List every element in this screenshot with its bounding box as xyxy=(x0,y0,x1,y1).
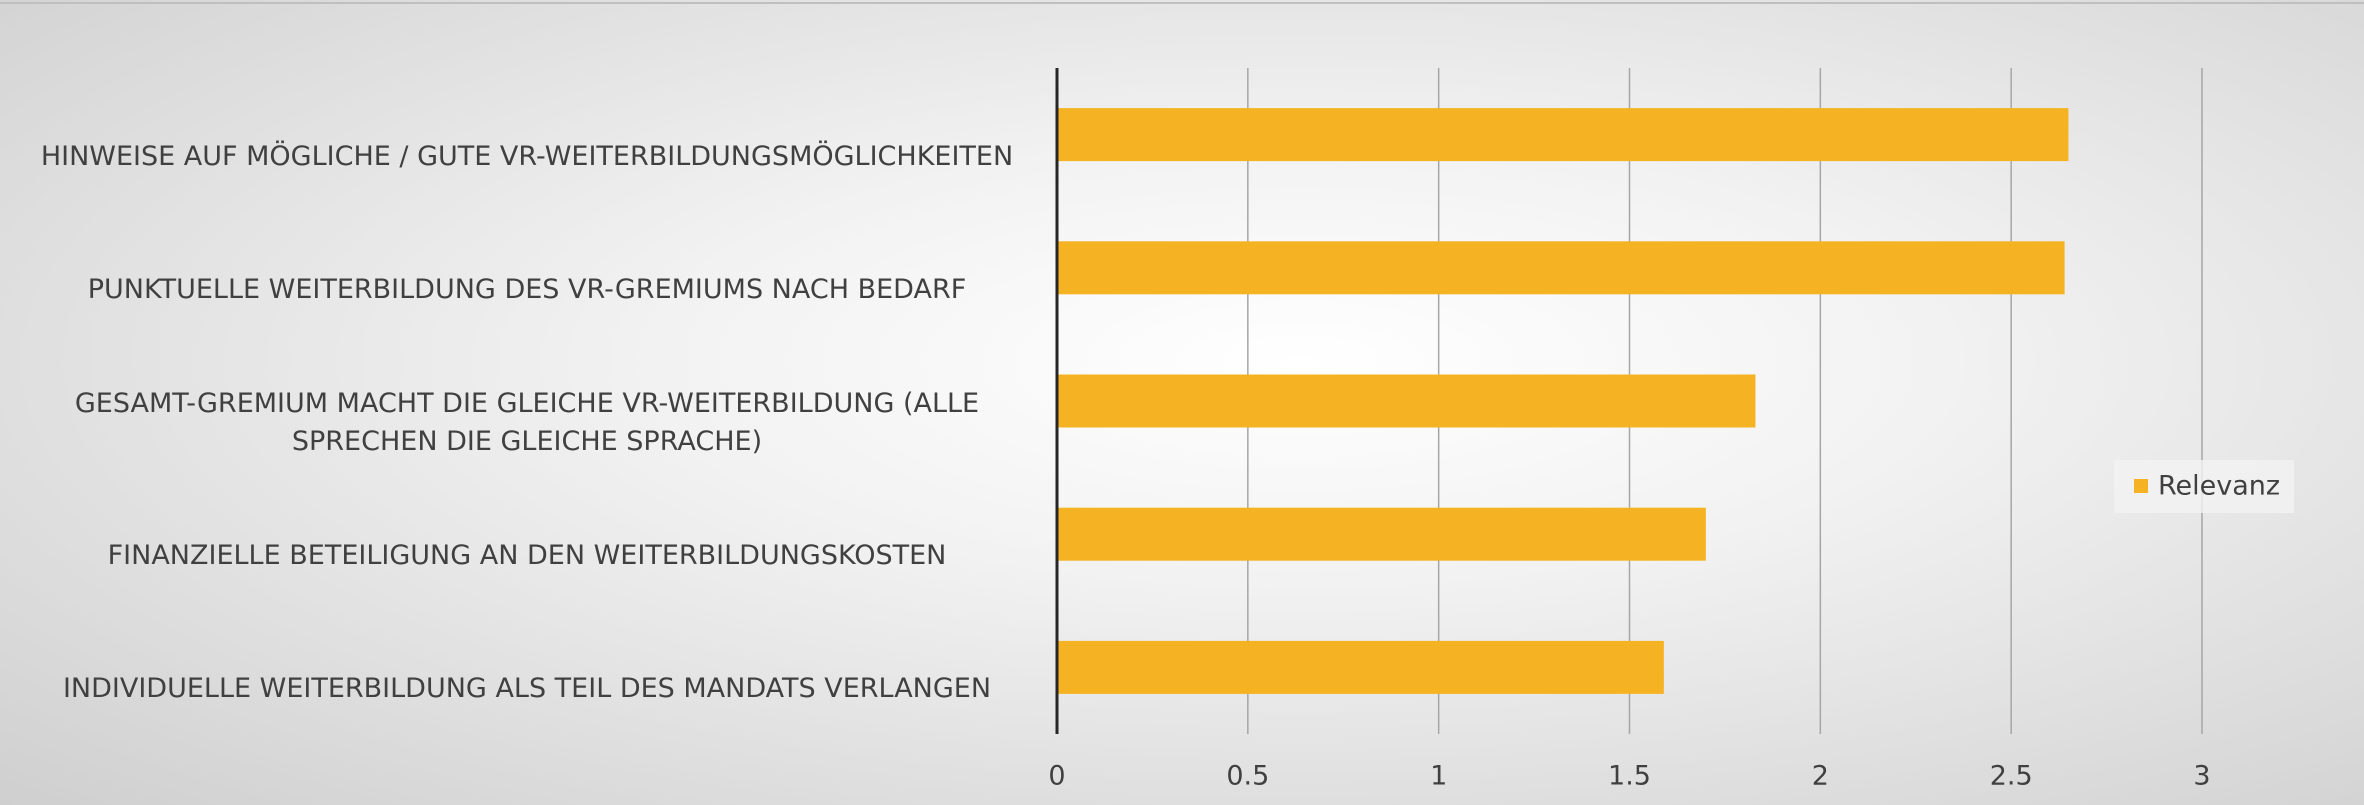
bar xyxy=(1057,374,1756,428)
x-tick-label: 0.5 xyxy=(1226,761,1269,792)
bar xyxy=(1057,507,1706,561)
legend-label: Relevanz xyxy=(2158,471,2280,502)
x-tick-label: 1.5 xyxy=(1608,761,1651,792)
bar xyxy=(1057,640,1664,694)
bar xyxy=(1057,241,2065,295)
x-tick-label: 2 xyxy=(1812,761,1829,792)
y-tick-label: HINWEISE AUF MÖGLICHE / GUTE VR-WEITERBI… xyxy=(40,140,1014,172)
y-tick-label: PUNKTUELLE WEITERBILDUNG DES VR-GREMIUMS… xyxy=(87,273,967,305)
x-tick-label: 1 xyxy=(1430,761,1447,792)
bar xyxy=(1057,108,2069,162)
x-tick-label: 0 xyxy=(1048,761,1065,792)
y-tick-label: GESAMT-GREMIUM MACHT DIE GLEICHE VR-WEIT… xyxy=(74,388,980,457)
x-tick-label: 2.5 xyxy=(1990,761,2033,792)
y-tick-label: FINANZIELLE BETEILIGUNG AN DEN WEITERBIL… xyxy=(107,540,947,572)
y-tick-label: INDIVIDUELLE WEITERBILDUNG ALS TEIL DES … xyxy=(62,673,992,705)
legend-swatch xyxy=(2134,479,2148,493)
x-tick-label: 3 xyxy=(2193,761,2210,792)
